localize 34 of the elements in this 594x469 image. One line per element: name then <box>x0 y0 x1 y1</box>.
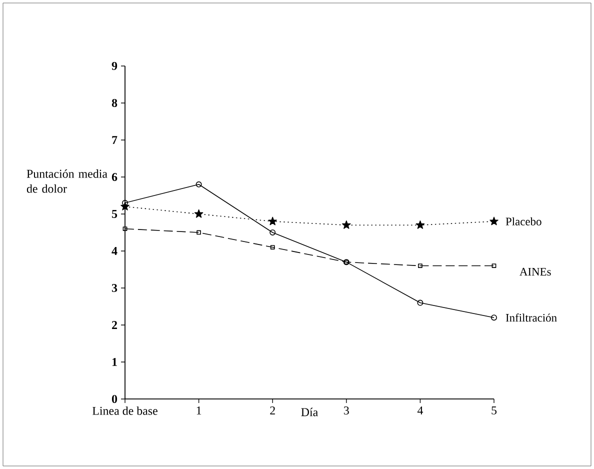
y-tick-label: 3 <box>112 284 118 292</box>
x-tick-label: 1 <box>196 406 202 414</box>
x-tick-label: 2 <box>270 406 275 414</box>
series-label: Infiltración <box>506 314 557 322</box>
text: AINEs <box>520 268 551 276</box>
x-tick-label: Linea de base <box>92 406 158 415</box>
point <box>268 216 277 226</box>
y-tick-label: 1 <box>112 358 117 366</box>
y-axis-title: Puntación media de dolor <box>26 169 108 193</box>
x-tick-label: 3 <box>344 406 349 415</box>
point <box>196 230 201 235</box>
series-label: Placebo <box>506 217 542 226</box>
y-tick-label: 6 <box>112 172 118 181</box>
y-tick-label: 9 <box>112 62 118 70</box>
y-tick-label: 5 <box>112 210 118 218</box>
y-tick-label: 8 <box>112 98 118 108</box>
point <box>492 264 496 268</box>
point <box>194 209 204 218</box>
y-tick-label: 7 <box>112 136 118 144</box>
y-tick-label: 4 <box>112 247 118 255</box>
point <box>270 245 275 250</box>
point <box>122 226 128 231</box>
point <box>270 229 276 236</box>
point <box>418 264 422 268</box>
y-tick-label: 2 <box>112 321 117 329</box>
point <box>490 216 498 226</box>
y-tick-label: 0 <box>112 394 118 404</box>
point <box>342 220 351 229</box>
point <box>417 300 424 306</box>
x-tick-label: 5 <box>492 406 497 414</box>
x-axis-title: Día <box>301 408 318 416</box>
point <box>416 220 425 229</box>
point <box>196 181 202 188</box>
x-tick-label: 4 <box>417 406 424 414</box>
